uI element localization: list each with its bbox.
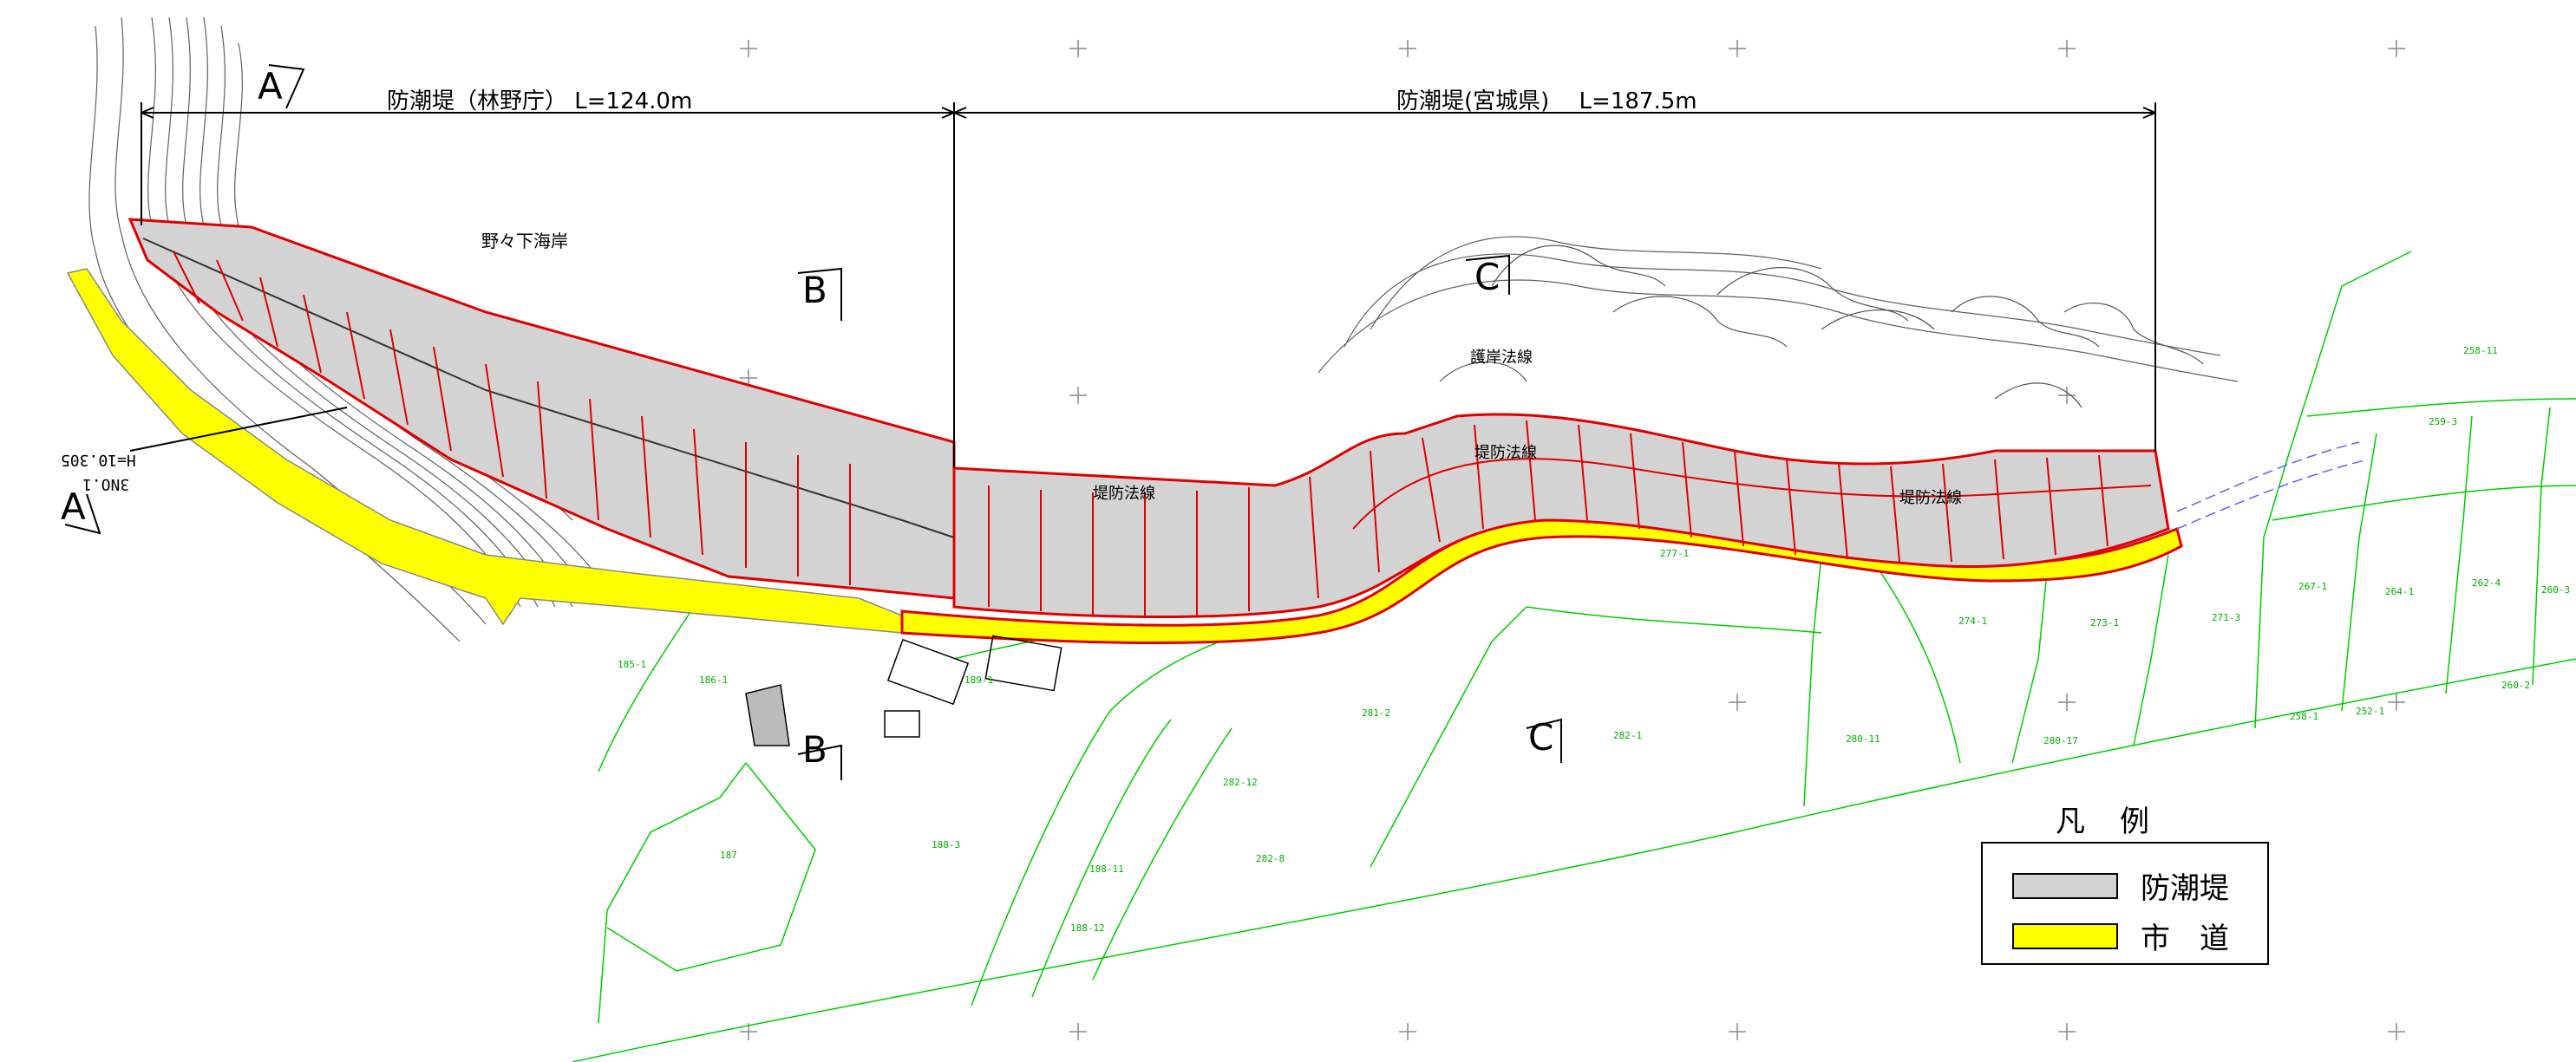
parcel-label: 281-2 <box>1362 707 1391 719</box>
section-a-top: A <box>258 65 283 108</box>
section-b-top: B <box>802 269 827 311</box>
parcel-label: 252-1 <box>2356 706 2385 717</box>
seawall-inner-line <box>1352 458 2152 530</box>
parcel-label: 260-3 <box>2541 584 2571 596</box>
section-c-top: C <box>1474 256 1500 298</box>
parcel-label: 187 <box>720 850 737 861</box>
parcel-label: 277-1 <box>1660 548 1690 559</box>
rock-outlines <box>1439 244 2204 408</box>
seawall-ticks <box>173 251 2109 617</box>
legend-title: 凡例 <box>2056 805 2184 839</box>
parcel-lines <box>572 251 2576 1062</box>
facility-label-3: 堤防法線 <box>1899 489 1962 507</box>
section-arrows <box>64 64 1562 780</box>
parcel-label: 259-3 <box>2429 416 2458 427</box>
legend-item-road: 市 道 <box>2012 915 2229 957</box>
parcel-label: 264-1 <box>2385 586 2415 597</box>
legend-box: 防潮堤 市 道 <box>1981 842 2269 965</box>
parcel-label: 189-1 <box>964 674 994 686</box>
parcel-label: 188-11 <box>1089 863 1124 875</box>
road-code-label: H=10.305 <box>61 451 136 469</box>
facility-label-4: 堤防法線 <box>1093 485 1155 503</box>
seawall-crest-line <box>142 238 955 538</box>
parcel-label: 273-1 <box>2090 617 2120 629</box>
parcel-label: 188-12 <box>1070 922 1105 934</box>
road-number-label: 3NO.1 <box>82 475 130 493</box>
buildings <box>745 635 1062 746</box>
seawall-miyagi <box>952 413 2170 619</box>
parcel-label: 188-3 <box>932 839 961 850</box>
parcel-label: 186-1 <box>699 674 729 686</box>
parcel-label: 258-11 <box>2463 345 2498 356</box>
legend-swatch-seawall <box>2012 872 2118 899</box>
legend-label-road: 市 道 <box>2141 922 2229 956</box>
seawall-forestry <box>127 218 956 600</box>
parcel-label: 271-3 <box>2212 612 2241 623</box>
parcel-label: 258-1 <box>2290 711 2319 722</box>
dimension-label-forestry: 防潮堤（林野庁） L=124.0m <box>387 88 693 114</box>
parcel-label: 280-11 <box>1846 733 1880 745</box>
section-a-bottom: A <box>61 485 86 528</box>
parcel-label: 282-12 <box>1223 777 1258 788</box>
parcel-label: 280-17 <box>2043 735 2078 746</box>
parcel-label: 262-4 <box>2472 577 2501 589</box>
parcel-label: 274-1 <box>1958 616 1988 627</box>
dimension-label-miyagi: 防潮堤(宮城県) L=187.5m <box>1396 88 1697 114</box>
legend-label-seawall: 防潮堤 <box>2141 871 2229 906</box>
legend-swatch-road <box>2012 922 2118 949</box>
facility-label-2: 堤防法線 <box>1474 444 1537 462</box>
parcel-label: 282-8 <box>1256 853 1285 864</box>
parcel-label: 282-1 <box>1613 730 1643 741</box>
parcel-label: 185-1 <box>618 659 647 670</box>
legend-item-seawall: 防潮堤 <box>2012 864 2229 907</box>
section-c-bottom: C <box>1528 716 1554 759</box>
water-lines <box>2176 441 2369 530</box>
parcel-label: 267-1 <box>2298 581 2328 592</box>
parcel-label: 260-2 <box>2501 680 2531 691</box>
facility-label-1: 護岸法線 <box>1470 349 1533 367</box>
section-b-bottom: B <box>802 728 827 771</box>
dimension-lines <box>141 102 2156 468</box>
city-road-east <box>900 518 2183 645</box>
coast-name: 野々下海岸 <box>481 231 568 251</box>
